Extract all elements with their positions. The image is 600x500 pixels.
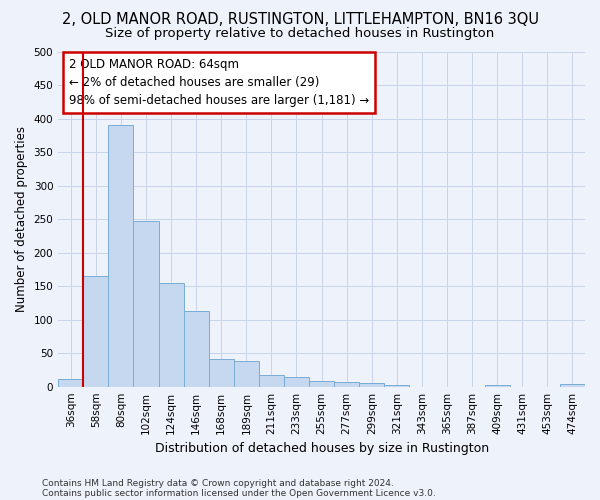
Text: Contains public sector information licensed under the Open Government Licence v3: Contains public sector information licen… [42, 488, 436, 498]
Y-axis label: Number of detached properties: Number of detached properties [15, 126, 28, 312]
Bar [83, 276, 109, 386]
Text: Size of property relative to detached houses in Rustington: Size of property relative to detached ho… [106, 28, 494, 40]
Bar [184, 311, 209, 386]
Bar [234, 361, 259, 386]
Bar [209, 358, 234, 386]
Bar [133, 221, 158, 386]
Text: 2, OLD MANOR ROAD, RUSTINGTON, LITTLEHAMPTON, BN16 3QU: 2, OLD MANOR ROAD, RUSTINGTON, LITTLEHAM… [62, 12, 539, 28]
X-axis label: Distribution of detached houses by size in Rustington: Distribution of detached houses by size … [155, 442, 488, 455]
Bar [334, 382, 359, 386]
Bar [560, 384, 585, 386]
Text: 2 OLD MANOR ROAD: 64sqm
← 2% of detached houses are smaller (29)
98% of semi-det: 2 OLD MANOR ROAD: 64sqm ← 2% of detached… [69, 58, 369, 107]
Bar [359, 384, 385, 386]
Bar [309, 380, 334, 386]
Text: Contains HM Land Registry data © Crown copyright and database right 2024.: Contains HM Land Registry data © Crown c… [42, 478, 394, 488]
Bar [109, 125, 133, 386]
Bar [259, 376, 284, 386]
Bar [158, 283, 184, 387]
Bar [385, 384, 409, 386]
Bar [58, 378, 83, 386]
Bar [284, 378, 309, 386]
